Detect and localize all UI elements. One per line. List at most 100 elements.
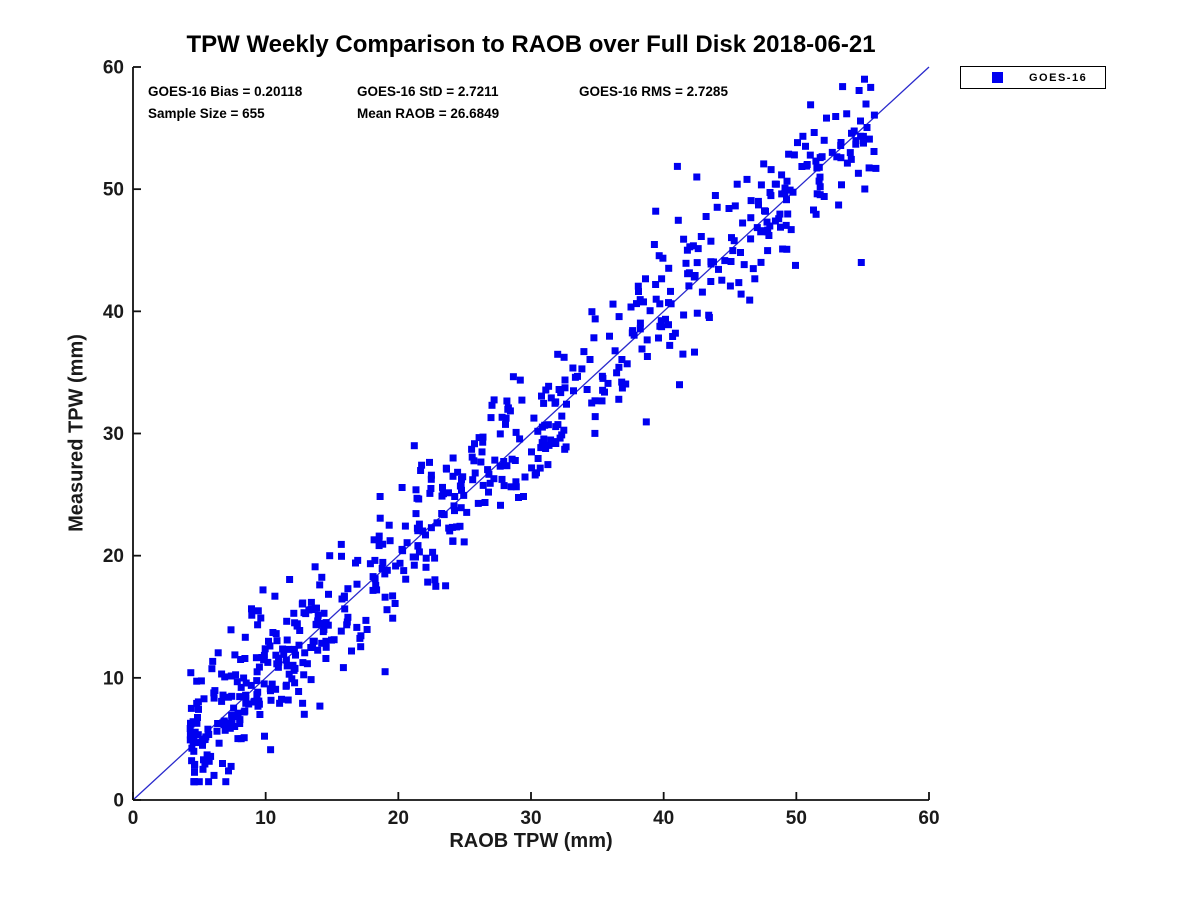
scatter-point (676, 381, 683, 389)
scatter-point (601, 388, 608, 396)
scatter-point (471, 469, 479, 477)
scatter-point (314, 611, 322, 619)
scatter-point (422, 563, 430, 571)
scatter-point (445, 489, 452, 497)
scatter-point (697, 233, 705, 240)
scatter-point (783, 196, 790, 204)
scatter-point (540, 399, 548, 407)
scatter-point (283, 662, 291, 670)
scatter-point (544, 421, 552, 429)
scatter-point (763, 228, 771, 236)
scatter-point (478, 448, 486, 456)
scatter-point (422, 531, 429, 539)
scatter-point (766, 222, 774, 230)
scatter-point (427, 524, 435, 532)
scatter-point (272, 685, 280, 693)
scatter-point (563, 400, 570, 408)
scatter-point (794, 139, 801, 147)
scatter-point (865, 164, 873, 172)
scatter-point (320, 626, 328, 634)
scatter-point (313, 604, 320, 612)
scatter-point (375, 542, 383, 550)
scatter-point (503, 462, 511, 470)
scatter-point (352, 559, 359, 567)
scatter-point (400, 567, 408, 575)
scatter-point (254, 607, 262, 615)
scatter-point (496, 462, 504, 470)
scatter-point (325, 590, 332, 598)
scatter-point (228, 718, 236, 726)
scatter-point (779, 245, 787, 253)
scatter-point (381, 593, 389, 601)
scatter-point (366, 560, 374, 568)
scatter-point (798, 163, 806, 170)
scatter-point (542, 386, 550, 394)
scatter-point (193, 719, 201, 727)
scatter-point (468, 453, 476, 461)
scatter-point (635, 288, 642, 295)
scatter-point (451, 507, 458, 515)
scatter-point (283, 617, 291, 625)
scatter-point (326, 552, 334, 560)
scatter-point (475, 434, 483, 442)
scatter-point (530, 414, 538, 422)
scatter-point (283, 636, 291, 644)
scatter-point (299, 699, 307, 707)
scatter-point (537, 444, 545, 452)
scatter-point (747, 235, 755, 243)
y-tick-label: 20 (103, 546, 124, 567)
scatter-point (186, 731, 194, 739)
scatter-point (291, 619, 299, 627)
scatter-point (554, 350, 562, 358)
scatter-point (781, 184, 789, 192)
scatter-point (193, 699, 201, 707)
scatter-point (253, 691, 261, 699)
x-tick-label: 0 (128, 808, 139, 829)
scatter-point (586, 356, 594, 363)
scatter-point (385, 521, 393, 529)
scatter-point (191, 761, 198, 769)
scatter-point (450, 502, 458, 510)
scatter-point (188, 757, 196, 765)
scatter-point (528, 464, 536, 472)
scatter-point (652, 207, 660, 215)
scatter-point (615, 313, 623, 321)
scatter-point (680, 311, 688, 319)
scatter-point (613, 369, 621, 377)
scatter-point (396, 559, 404, 567)
scatter-point (300, 710, 308, 718)
scatter-point (193, 677, 201, 685)
scatter-point (658, 323, 666, 331)
scatter-point (618, 384, 626, 392)
scatter-point (846, 149, 854, 157)
scatter-point (470, 457, 478, 465)
scatter-point (776, 210, 784, 218)
scatter-point (629, 327, 637, 335)
scatter-point (682, 259, 690, 267)
scatter-point (431, 576, 439, 584)
scatter-point (199, 765, 207, 773)
scatter-point (558, 412, 566, 420)
scatter-point (305, 606, 313, 614)
scatter-point (838, 181, 845, 189)
scatter-point (191, 768, 198, 776)
scatter-point (764, 247, 772, 255)
scatter-point (316, 581, 324, 589)
scatter-point (205, 757, 213, 765)
scatter-point (272, 630, 280, 638)
scatter-point (190, 735, 198, 743)
scatter-point (713, 203, 721, 211)
scatter-point (231, 651, 239, 659)
scatter-point (554, 421, 562, 429)
scatter-point (837, 142, 845, 149)
scatter-point (782, 221, 790, 229)
scatter-point (424, 578, 432, 586)
scatter-point (426, 458, 433, 466)
scatter-point (778, 171, 786, 179)
scatter-point (205, 778, 213, 786)
scatter-point (412, 486, 420, 494)
scatter-point (862, 100, 870, 108)
scatter-point (867, 83, 875, 91)
scatter-point (503, 397, 511, 405)
scatter-point (538, 392, 545, 400)
